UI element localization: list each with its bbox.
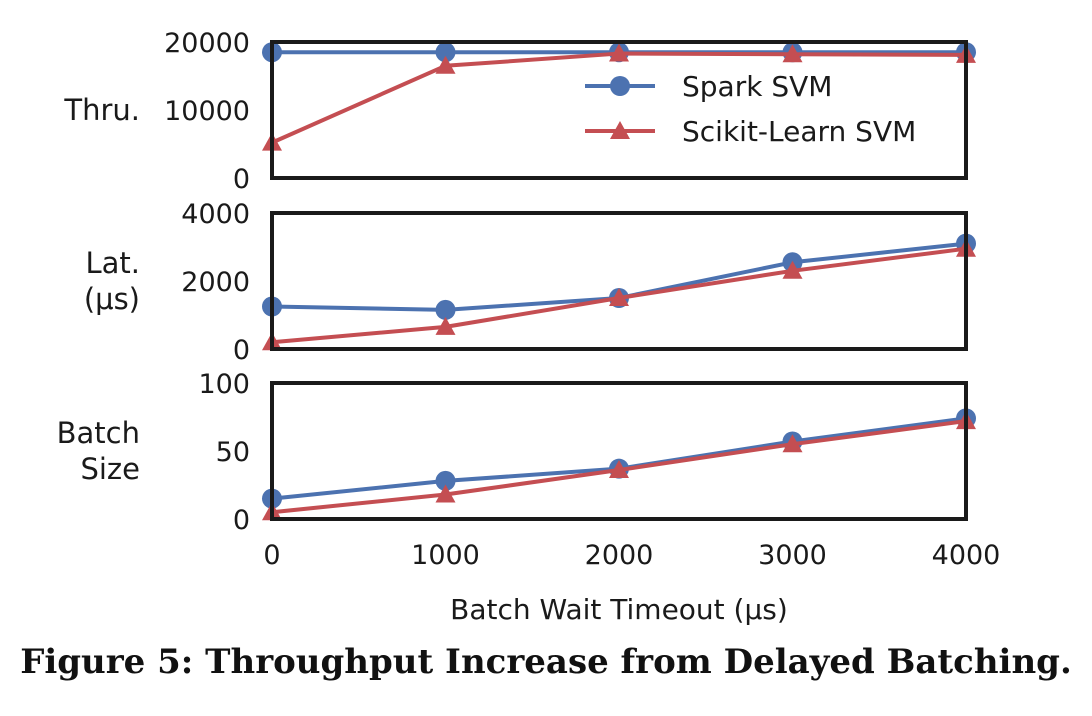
y-tick-label: 4000 xyxy=(181,199,250,230)
plot-frame xyxy=(270,381,968,521)
data-point-triangle xyxy=(609,43,629,62)
legend-label: Spark SVM xyxy=(682,70,832,103)
data-point-circle xyxy=(435,299,456,320)
y-tick-label: 2000 xyxy=(181,267,250,298)
data-point-circle xyxy=(435,470,456,491)
legend-marker-circle xyxy=(610,76,630,96)
data-point-triangle xyxy=(782,44,803,63)
y-tick-label: 10000 xyxy=(164,96,250,127)
y-axis-label: Batch xyxy=(57,416,140,450)
data-point-circle xyxy=(435,42,456,63)
y-tick-label: 100 xyxy=(198,369,250,400)
y-tick-label: 50 xyxy=(216,437,250,468)
y-tick-label: 20000 xyxy=(164,28,250,59)
x-tick-label: 1000 xyxy=(411,540,480,571)
x-tick-label: 2000 xyxy=(585,540,654,571)
x-tick-label: 4000 xyxy=(932,540,1001,571)
y-axis-label: Lat. xyxy=(85,246,140,280)
data-point-triangle xyxy=(782,434,803,453)
legend-label: Scikit-Learn SVM xyxy=(682,115,916,148)
data-point-triangle xyxy=(435,55,456,74)
plot-frame xyxy=(270,211,968,351)
x-axis-label: Batch Wait Timeout (μs) xyxy=(450,593,788,626)
data-point-triangle xyxy=(609,288,629,306)
legend-marker-triangle xyxy=(610,121,630,139)
y-tick-label: 0 xyxy=(233,164,250,195)
y-tick-label: 0 xyxy=(233,335,250,366)
y-axis-label: Size xyxy=(80,452,140,486)
x-tick-label: 3000 xyxy=(758,540,827,571)
y-axis-label: Thru. xyxy=(63,93,140,127)
chart-svg: 01000020000Thru.020004000Lat.(μs)050100B… xyxy=(57,28,1001,626)
data-point-triangle xyxy=(782,260,803,279)
data-point-triangle xyxy=(435,316,456,335)
x-tick-label: 0 xyxy=(263,540,280,571)
series-line-spark-svm xyxy=(271,416,967,501)
figure-caption: Figure 5: Throughput Increase from Delay… xyxy=(20,642,1072,682)
y-tick-label: 0 xyxy=(233,505,250,536)
data-point-triangle xyxy=(609,460,629,479)
y-axis-label: (μs) xyxy=(84,282,140,316)
data-point-triangle xyxy=(435,484,456,503)
plot-frame xyxy=(270,40,968,180)
